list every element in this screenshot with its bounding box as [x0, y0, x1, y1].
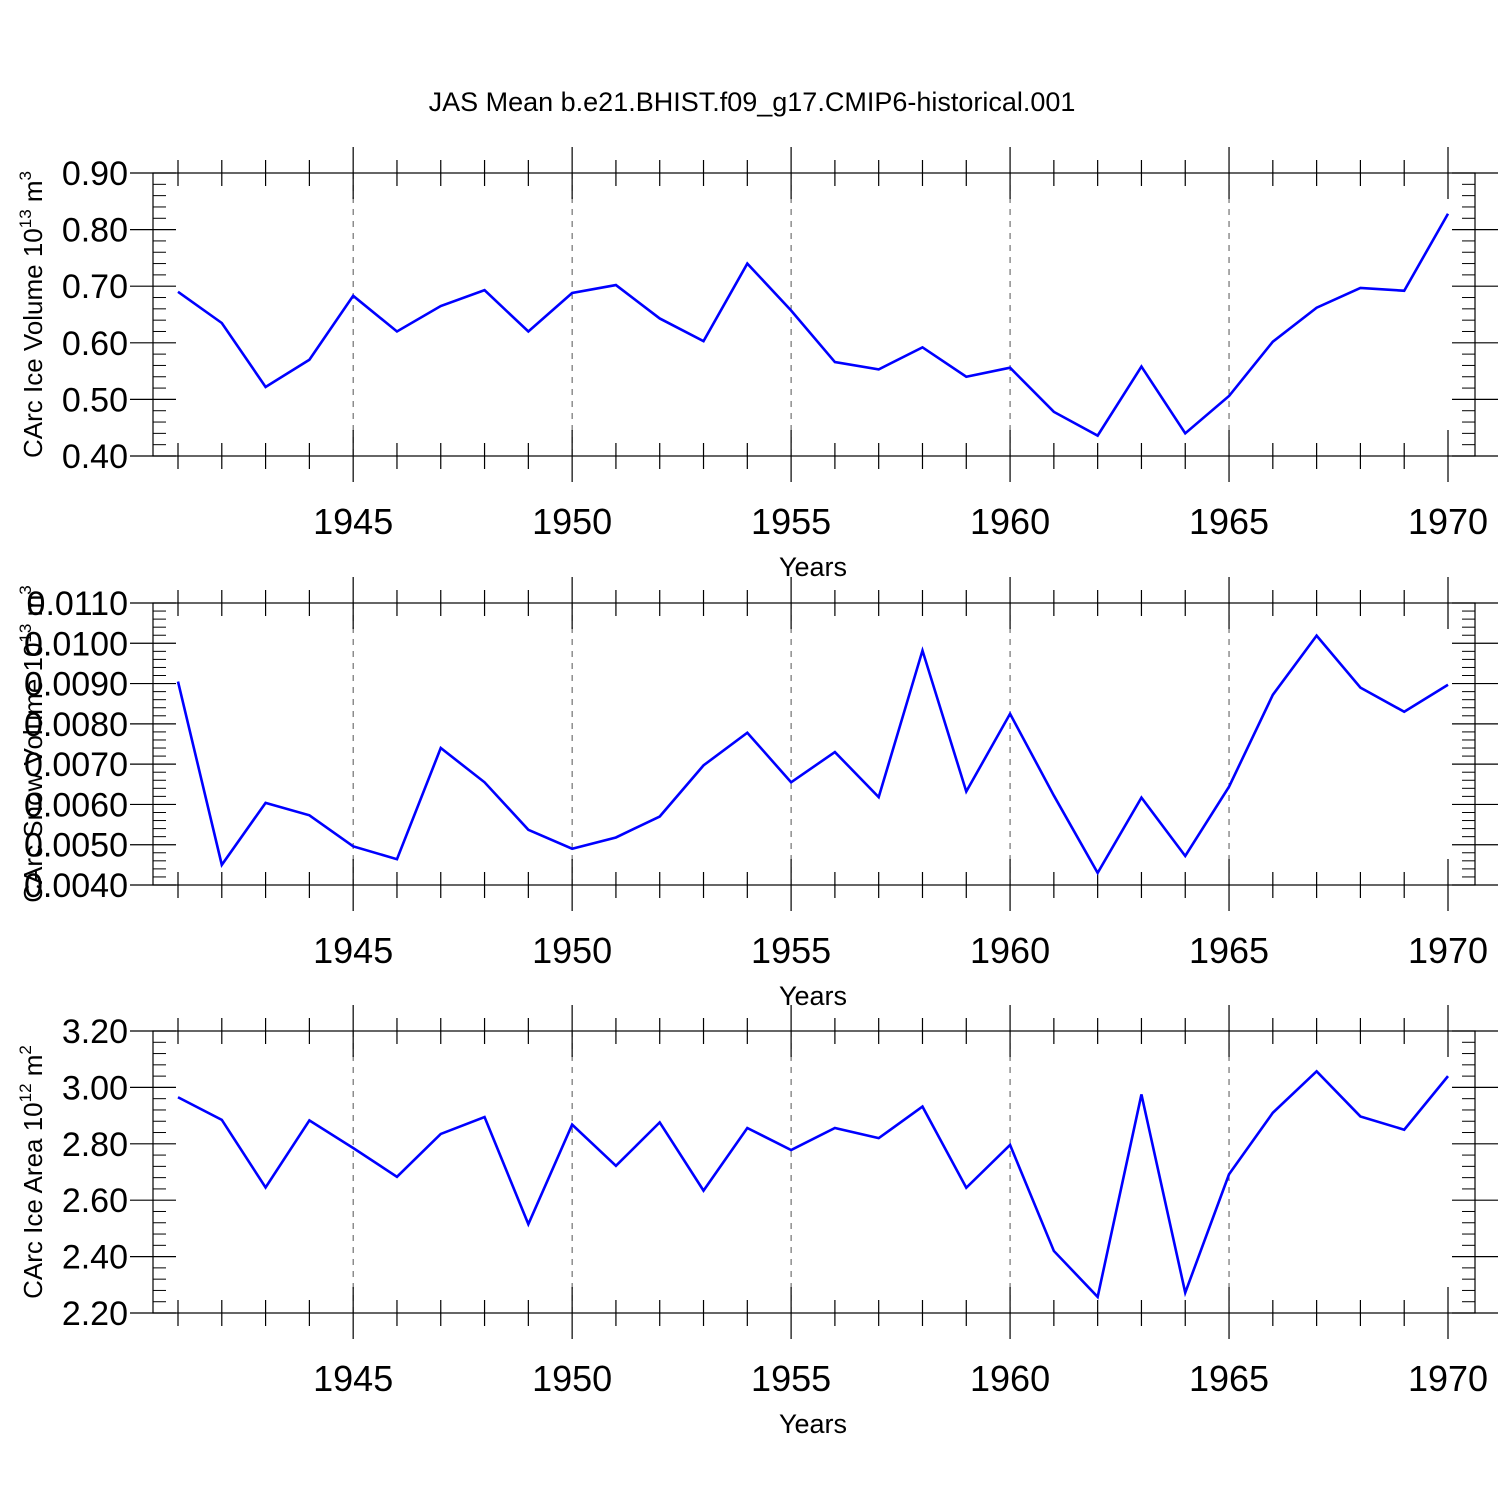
y-tick-label: 2.20 — [62, 1295, 128, 1333]
x-tick-label: 1970 — [1408, 1358, 1488, 1399]
y-label-unit: m — [18, 1055, 48, 1084]
x-axis-label: Years — [779, 552, 847, 582]
y-label-unit: m — [18, 595, 48, 624]
y-tick-label: 0.0060 — [24, 786, 128, 824]
y-tick-label: 0.0050 — [24, 827, 128, 865]
y-label-exponent: 13 — [16, 624, 35, 643]
y-label-unit-exponent: 2 — [16, 1045, 35, 1054]
x-tick-label: 1945 — [313, 930, 393, 971]
chart-panel-2: 0.00400.00500.00600.00700.00800.00900.01… — [16, 577, 1498, 1011]
x-tick-label: 1955 — [751, 501, 831, 542]
series-line — [176, 633, 1449, 876]
y-tick-label: 3.20 — [62, 1013, 128, 1051]
y-tick-label: 2.40 — [62, 1239, 128, 1277]
x-tick-label: 1970 — [1408, 930, 1488, 971]
y-tick-label: 0.0100 — [24, 625, 128, 663]
x-tick-label: 1950 — [532, 501, 612, 542]
x-tick-label: 1970 — [1408, 501, 1488, 542]
x-tick-label: 1945 — [313, 1358, 393, 1399]
x-tick-label: 1960 — [970, 930, 1050, 971]
y-tick-label: 0.80 — [62, 212, 128, 250]
y-label-unit: m — [18, 180, 48, 209]
figure-title: JAS Mean b.e21.BHIST.f09_g17.CMIP6-histo… — [429, 87, 1076, 117]
y-tick-label: 0.50 — [62, 381, 128, 419]
x-axis-label: Years — [779, 981, 847, 1011]
x-tick-label: 1955 — [751, 1358, 831, 1399]
y-label-exponent: 12 — [16, 1083, 35, 1102]
x-tick-label: 1965 — [1189, 930, 1269, 971]
plot-frame — [152, 602, 1476, 886]
y-label-text: CArc Ice Area 10 — [18, 1102, 48, 1299]
x-axis-label: Years — [779, 1409, 847, 1439]
x-tick-label: 1965 — [1189, 1358, 1269, 1399]
y-tick-label: 3.00 — [62, 1069, 128, 1107]
y-axis-label: CArc Ice Volume 1013 m3 — [16, 171, 48, 458]
y-tick-label: 0.60 — [62, 325, 128, 363]
y-tick-label: 0.0070 — [24, 746, 128, 784]
y-tick-label: 0.0080 — [24, 706, 128, 744]
chart-panel-1: 0.40 0.50 0.60 0.70 0.80 0.90 1945 1950 1955 1960… — [16, 147, 1498, 582]
y-tick-label: 0.0090 — [24, 666, 128, 704]
chart-panel-3: 2.20 2.40 2.60 2.80 3.00 3.20 1945 1950 1955 1960… — [16, 1005, 1498, 1439]
y-label-unit-exponent: 3 — [16, 171, 35, 180]
x-tick-label: 1955 — [751, 930, 831, 971]
y-label-unit-exponent: 3 — [16, 585, 35, 594]
x-tick-label: 1945 — [313, 501, 393, 542]
y-tick-label: 0.90 — [62, 155, 128, 193]
y-tick-label: 0.0110 — [27, 585, 128, 623]
y-label-text: CArc Ice Volume 10 — [18, 228, 48, 458]
x-tick-label: 1960 — [970, 501, 1050, 542]
y-tick-label: 2.60 — [62, 1182, 128, 1220]
plot-frame — [152, 172, 1476, 457]
series-line — [177, 1069, 1450, 1300]
y-tick-label: 0.0040 — [24, 867, 128, 905]
x-tick-label: 1965 — [1189, 501, 1269, 542]
y-tick-label: 0.40 — [62, 438, 128, 476]
y-label-exponent: 13 — [16, 209, 35, 228]
plot-frame — [152, 1030, 1476, 1314]
y-axis-label: CArc Snow Volume 1013 m3 — [16, 585, 48, 902]
y-label-text: CArc Snow Volume 10 — [18, 643, 48, 903]
x-tick-label: 1950 — [532, 930, 612, 971]
y-tick-label: 2.80 — [62, 1126, 128, 1164]
x-tick-label: 1950 — [532, 1358, 612, 1399]
y-tick-label: 0.70 — [62, 268, 128, 306]
x-tick-label: 1960 — [970, 1358, 1050, 1399]
series-line — [177, 213, 1450, 438]
y-axis-label: CArc Ice Area 1012 m2 — [16, 1045, 48, 1299]
